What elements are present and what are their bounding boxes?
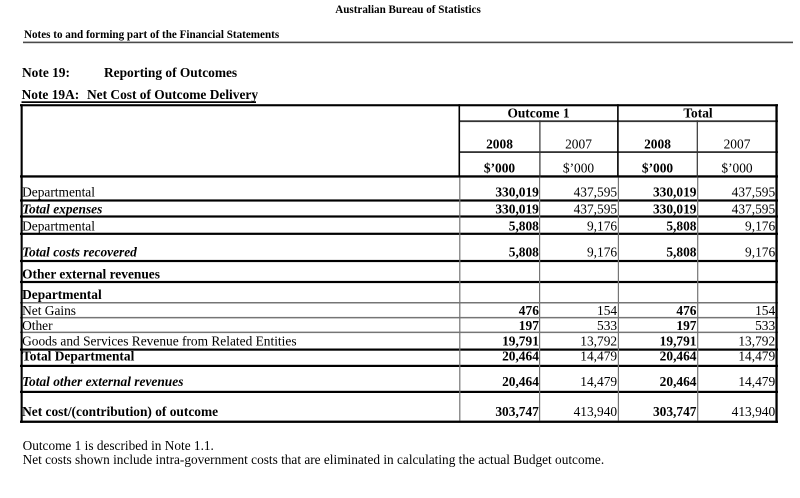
svg-text:Departmental: Departmental xyxy=(22,287,102,302)
svg-text:330,019: 330,019 xyxy=(653,184,697,199)
svg-text:5,808: 5,808 xyxy=(509,218,539,233)
svg-text:Net Cost of Outcome Delivery: Net Cost of Outcome Delivery xyxy=(87,87,258,102)
svg-text:13,792: 13,792 xyxy=(738,334,775,349)
svg-text:197: 197 xyxy=(519,318,539,333)
svg-text:Departmental: Departmental xyxy=(22,218,95,233)
svg-text:19,791: 19,791 xyxy=(502,334,539,349)
svg-text:14,479: 14,479 xyxy=(580,349,617,364)
svg-text:9,176: 9,176 xyxy=(745,218,775,233)
svg-text:Outcome 1 is described in Note: Outcome 1 is described in Note 1.1. xyxy=(23,438,214,453)
svg-text:154: 154 xyxy=(597,303,617,318)
svg-text:2007: 2007 xyxy=(565,136,592,151)
svg-text:9,176: 9,176 xyxy=(587,244,617,259)
svg-text:Total expenses: Total expenses xyxy=(22,202,102,217)
svg-text:Other external revenues: Other external revenues xyxy=(22,267,160,282)
svg-text:Departmental: Departmental xyxy=(22,184,95,199)
svg-text:5,808: 5,808 xyxy=(666,218,696,233)
svg-text:533: 533 xyxy=(755,318,775,333)
svg-text:Total: Total xyxy=(683,106,713,121)
svg-text:20,464: 20,464 xyxy=(660,349,697,364)
svg-text:Note 19:: Note 19: xyxy=(22,65,70,80)
svg-text:9,176: 9,176 xyxy=(745,244,775,259)
svg-text:Net costs shown include intra-: Net costs shown include intra-government… xyxy=(23,452,605,467)
svg-text:437,595: 437,595 xyxy=(574,202,618,217)
svg-text:437,595: 437,595 xyxy=(732,184,776,199)
svg-text:413,940: 413,940 xyxy=(732,404,776,419)
svg-text:$’000: $’000 xyxy=(721,161,753,176)
svg-text:5,808: 5,808 xyxy=(666,244,696,259)
svg-text:476: 476 xyxy=(519,303,539,318)
svg-text:19,791: 19,791 xyxy=(660,334,697,349)
svg-text:303,747: 303,747 xyxy=(653,404,697,419)
svg-text:Total other external revenues: Total other external revenues xyxy=(22,374,183,389)
svg-text:437,595: 437,595 xyxy=(574,184,618,199)
svg-text:13,792: 13,792 xyxy=(580,334,617,349)
svg-text:197: 197 xyxy=(676,318,696,333)
svg-text:5,808: 5,808 xyxy=(509,244,539,259)
svg-text:2007: 2007 xyxy=(724,136,751,151)
svg-text:330,019: 330,019 xyxy=(495,202,539,217)
svg-text:2008: 2008 xyxy=(486,136,513,151)
svg-text:$’000: $’000 xyxy=(563,161,595,176)
svg-text:9,176: 9,176 xyxy=(587,218,617,233)
svg-text:20,464: 20,464 xyxy=(502,349,539,364)
svg-text:Reporting of Outcomes: Reporting of Outcomes xyxy=(104,65,237,80)
svg-text:303,747: 303,747 xyxy=(495,404,539,419)
svg-text:$’000: $’000 xyxy=(642,161,674,176)
svg-text:14,479: 14,479 xyxy=(738,349,775,364)
svg-text:330,019: 330,019 xyxy=(653,202,697,217)
svg-text:14,479: 14,479 xyxy=(738,374,775,389)
svg-text:Outcome 1: Outcome 1 xyxy=(507,106,569,121)
svg-text:$’000: $’000 xyxy=(484,161,516,176)
svg-text:437,595: 437,595 xyxy=(732,202,776,217)
svg-text:Notes to and forming part of t: Notes to and forming part of the Financi… xyxy=(24,29,280,41)
svg-text:Other: Other xyxy=(22,318,53,333)
svg-text:Australian Bureau of Statistic: Australian Bureau of Statistics xyxy=(335,4,481,16)
svg-text:476: 476 xyxy=(676,303,696,318)
svg-text:20,464: 20,464 xyxy=(660,374,697,389)
svg-text:154: 154 xyxy=(755,303,775,318)
svg-text:533: 533 xyxy=(597,318,617,333)
svg-text:Total costs recovered: Total costs recovered xyxy=(22,244,137,259)
svg-text:330,019: 330,019 xyxy=(495,184,539,199)
svg-text:Total Departmental: Total Departmental xyxy=(22,349,134,364)
svg-text:20,464: 20,464 xyxy=(502,374,539,389)
svg-text:Net Gains: Net Gains xyxy=(22,303,76,318)
svg-text:Note 19A:: Note 19A: xyxy=(22,87,80,102)
svg-text:Goods and Services Revenue fro: Goods and Services Revenue from Related … xyxy=(22,334,296,349)
svg-text:2008: 2008 xyxy=(644,136,671,151)
svg-text:Net cost/(contribution) of out: Net cost/(contribution) of outcome xyxy=(22,404,218,419)
svg-text:14,479: 14,479 xyxy=(580,374,617,389)
svg-text:413,940: 413,940 xyxy=(574,404,618,419)
